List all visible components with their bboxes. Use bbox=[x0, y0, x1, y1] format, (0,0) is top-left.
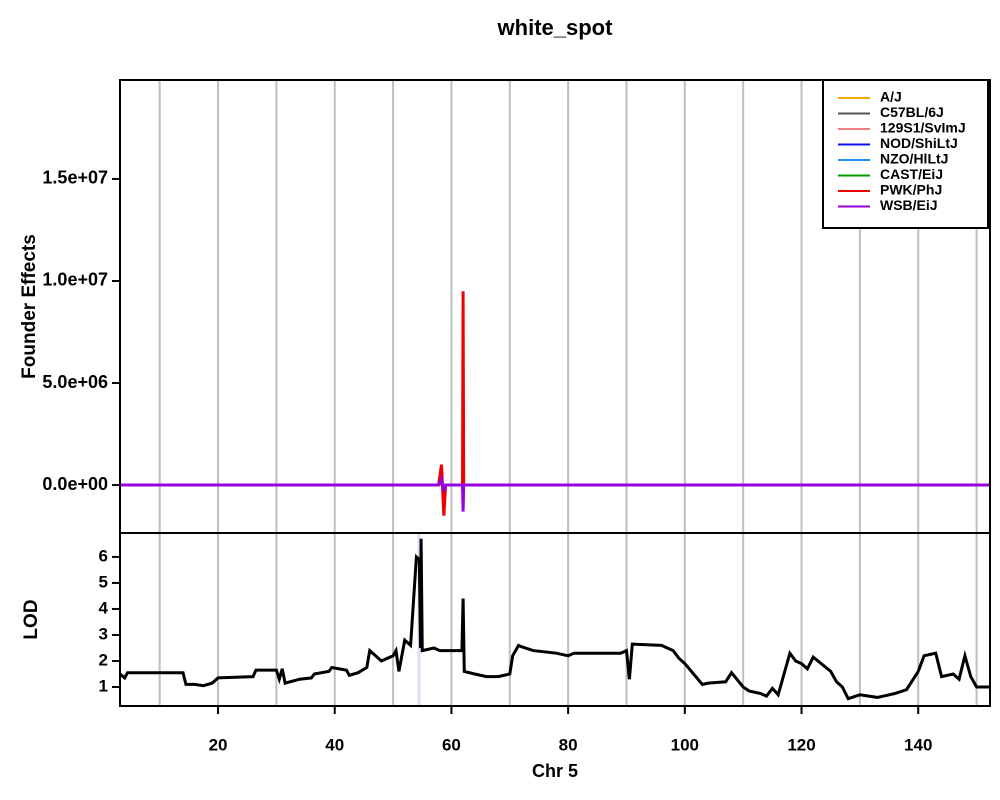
y-tick-label: 1 bbox=[99, 676, 108, 695]
y-tick-label: 3 bbox=[99, 624, 108, 643]
x-tick-label: 40 bbox=[325, 735, 344, 754]
legend-label: WSB/EiJ bbox=[880, 197, 938, 213]
legend-label: CAST/EiJ bbox=[880, 166, 943, 182]
x-tick-label: 120 bbox=[787, 735, 815, 754]
data-line bbox=[120, 474, 990, 512]
y-axis-label: LOD bbox=[21, 599, 42, 639]
legend-label: C57BL/6J bbox=[880, 104, 944, 120]
x-tick-label: 140 bbox=[904, 735, 932, 754]
data-line bbox=[120, 538, 990, 701]
y-tick-label: 5 bbox=[99, 572, 108, 591]
legend-label: NZO/HlLtJ bbox=[880, 151, 948, 167]
y-tick-label: 4 bbox=[99, 598, 109, 617]
y-tick-label: 1.0e+07 bbox=[42, 270, 108, 290]
x-tick-label: 20 bbox=[209, 735, 228, 754]
x-axis-label: Chr 5 bbox=[532, 761, 578, 781]
plot-frame bbox=[119, 532, 991, 707]
legend-label: A/J bbox=[880, 89, 902, 105]
y-tick-label: 6 bbox=[99, 546, 108, 565]
legend-label: NOD/ShiLtJ bbox=[880, 135, 958, 151]
x-tick-label: 100 bbox=[671, 735, 699, 754]
y-axis-label: Founder Effects bbox=[19, 234, 40, 379]
legend-label: 129S1/SvImJ bbox=[880, 120, 966, 136]
x-tick-label: 60 bbox=[442, 735, 461, 754]
legend-label: PWK/PhJ bbox=[880, 182, 942, 198]
y-tick-label: 2 bbox=[99, 650, 108, 669]
legend-box bbox=[822, 79, 989, 229]
chart-title: white_spot bbox=[497, 15, 614, 40]
y-tick-label: 5.0e+06 bbox=[42, 372, 108, 392]
x-tick-label: 80 bbox=[559, 735, 578, 754]
y-tick-label: 0.0e+00 bbox=[42, 474, 108, 494]
y-tick-label: 1.5e+07 bbox=[42, 168, 108, 188]
